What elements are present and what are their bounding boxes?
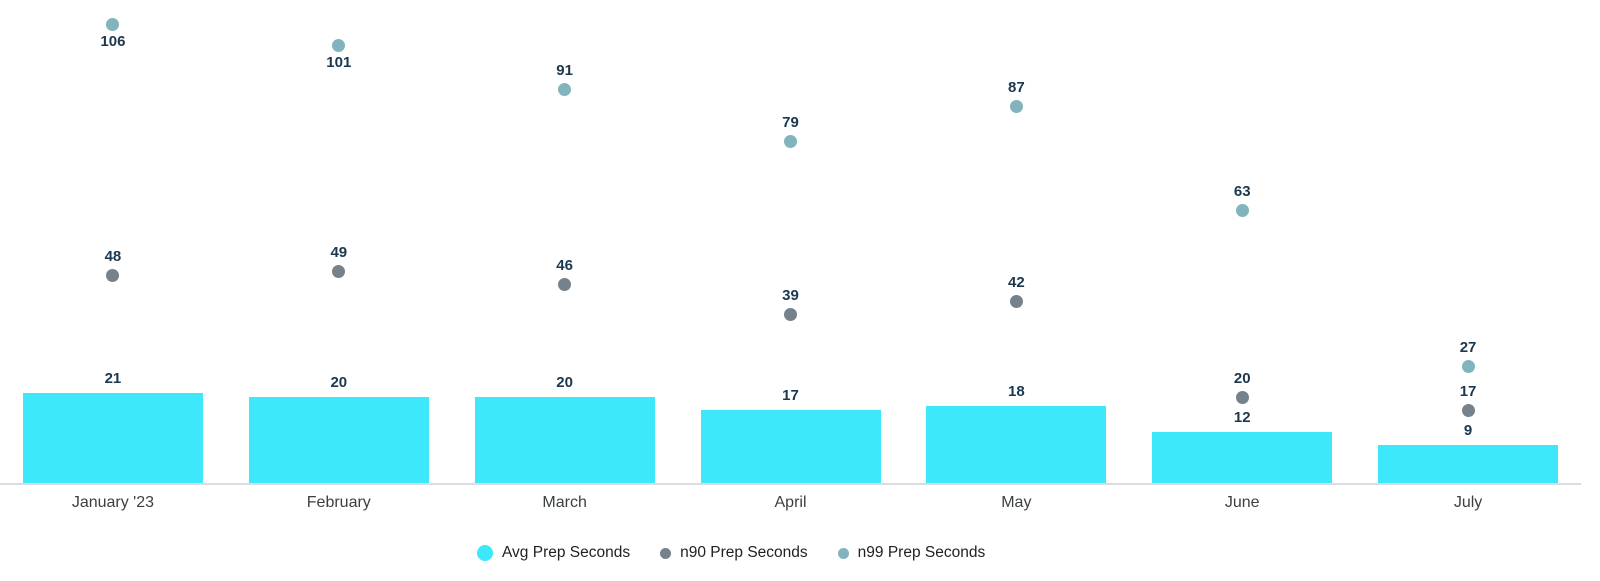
point-n90-prep-seconds-may[interactable] xyxy=(1009,295,1023,309)
bar-value-label-february: 20 xyxy=(330,374,348,392)
bar-value-label-may: 18 xyxy=(1008,382,1025,400)
x-axis-label-june: June xyxy=(1224,494,1260,511)
legend-label-avg-prep-seconds: Avg Prep Seconds xyxy=(502,544,631,561)
bar-avg-prep-seconds-june[interactable] xyxy=(1152,431,1333,484)
point-n90-prep-seconds-january-23[interactable] xyxy=(106,269,120,283)
bar-value-label-july: 9 xyxy=(1463,421,1473,439)
bar-value-label-march: 20 xyxy=(556,374,573,392)
point-value-label-n99-prep-seconds-july: 27 xyxy=(1459,339,1477,357)
point-value-label-n99-prep-seconds-may: 87 xyxy=(1008,78,1025,96)
legend-marker-n90-prep-seconds-icon xyxy=(660,547,672,559)
point-value-label-n99-prep-seconds-march: 91 xyxy=(556,61,573,79)
bar-avg-prep-seconds-january-23[interactable] xyxy=(22,392,203,484)
point-n90-prep-seconds-april[interactable] xyxy=(784,308,797,322)
point-value-label-n99-prep-seconds-april: 79 xyxy=(782,113,799,131)
bar-value-label-april: 17 xyxy=(782,387,799,405)
bar-avg-prep-seconds-may[interactable] xyxy=(926,405,1107,484)
legend-item-n90-prep-seconds[interactable]: n90 Prep Seconds xyxy=(660,544,808,562)
legend-label-n90-prep-seconds: n90 Prep Seconds xyxy=(680,544,808,561)
legend-marker-n99-prep-seconds-icon xyxy=(837,547,849,559)
x-axis-label-march: March xyxy=(542,494,587,511)
bar-avg-prep-seconds-february[interactable] xyxy=(248,397,429,484)
point-n90-prep-seconds-july[interactable] xyxy=(1461,403,1475,417)
point-value-label-n90-prep-seconds-january-23: 48 xyxy=(104,248,122,266)
point-n99-prep-seconds-april[interactable] xyxy=(784,134,797,148)
bar-value-label-january-23: 21 xyxy=(104,369,122,387)
point-value-label-n90-prep-seconds-march: 46 xyxy=(556,256,573,274)
legend-item-n99-prep-seconds[interactable]: n99 Prep Seconds xyxy=(837,544,986,562)
point-value-label-n90-prep-seconds-april: 39 xyxy=(782,287,799,305)
point-value-label-n90-prep-seconds-february: 49 xyxy=(330,243,348,261)
legend-marker-avg-prep-seconds-icon xyxy=(477,545,493,561)
bar-avg-prep-seconds-april[interactable] xyxy=(700,410,881,484)
point-n90-prep-seconds-march[interactable] xyxy=(558,277,572,291)
point-n99-prep-seconds-march[interactable] xyxy=(558,82,572,96)
bar-avg-prep-seconds-july[interactable] xyxy=(1378,444,1559,484)
bar-avg-prep-seconds-march[interactable] xyxy=(474,397,655,484)
point-n99-prep-seconds-july[interactable] xyxy=(1461,360,1475,374)
point-n99-prep-seconds-january-23[interactable] xyxy=(106,17,120,31)
point-value-label-n90-prep-seconds-july: 17 xyxy=(1459,382,1477,400)
point-value-label-n99-prep-seconds-february: 101 xyxy=(326,54,352,72)
point-value-label-n99-prep-seconds-january-23: 106 xyxy=(100,32,126,50)
point-value-label-n90-prep-seconds-june: 20 xyxy=(1233,369,1251,387)
chart-legend: Avg Prep Seconds n90 Prep Seconds n99 Prep… xyxy=(477,541,985,565)
x-axis-line xyxy=(0,483,1581,485)
legend-item-avg-prep-seconds[interactable]: Avg Prep Seconds xyxy=(477,544,630,562)
x-axis-label-april: April xyxy=(774,494,807,511)
x-axis-label-may: May xyxy=(1001,494,1032,511)
x-axis-label-january-23: January '23 xyxy=(71,494,155,511)
legend-label-n99-prep-seconds: n99 Prep Seconds xyxy=(857,544,986,561)
x-axis-label-february: February xyxy=(306,494,371,511)
point-n99-prep-seconds-june[interactable] xyxy=(1235,204,1249,218)
x-axis-label-july: July xyxy=(1453,494,1483,511)
bar-value-label-june: 12 xyxy=(1233,408,1251,426)
point-n90-prep-seconds-june[interactable] xyxy=(1235,390,1249,404)
point-n99-prep-seconds-may[interactable] xyxy=(1009,99,1023,113)
point-n99-prep-seconds-february[interactable] xyxy=(332,39,346,53)
point-value-label-n99-prep-seconds-june: 63 xyxy=(1233,183,1251,201)
point-n90-prep-seconds-february[interactable] xyxy=(332,264,346,278)
point-value-label-n90-prep-seconds-may: 42 xyxy=(1008,274,1025,292)
